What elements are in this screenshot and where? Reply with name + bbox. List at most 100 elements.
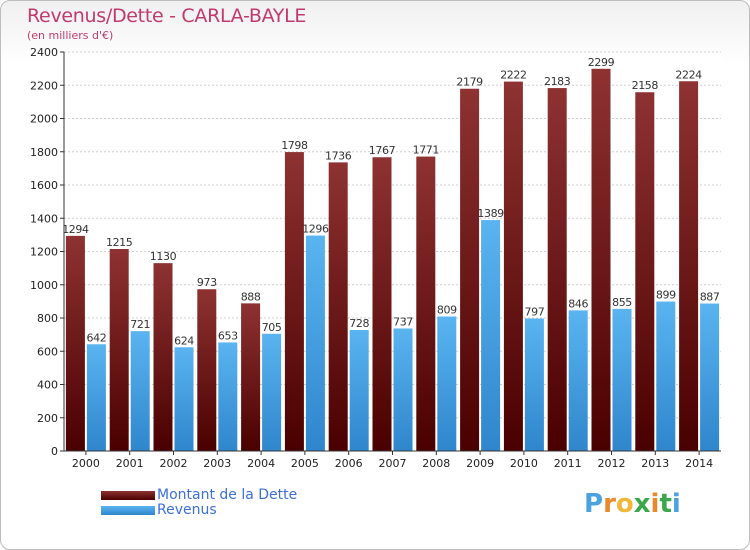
bar-revenue	[437, 316, 457, 451]
data-label-debt: 1130	[150, 250, 177, 263]
y-tick-label: 2400	[30, 46, 58, 59]
bar-revenue	[568, 310, 588, 451]
x-tick-label: 2012	[598, 457, 626, 470]
data-label-revenue: 809	[437, 304, 457, 317]
data-label-revenue: 887	[700, 291, 720, 304]
x-tick-label: 2000	[72, 457, 100, 470]
x-tick-label: 2005	[291, 457, 319, 470]
logo-letter: x	[633, 489, 651, 519]
data-label-debt: 2224	[675, 68, 702, 81]
data-label-revenue: 846	[568, 297, 588, 310]
logo-letter: i	[650, 489, 660, 519]
data-label-debt: 2179	[456, 76, 483, 89]
data-label-debt: 1771	[413, 144, 439, 157]
y-tick-label: 1200	[30, 246, 58, 259]
x-tick-label: 2003	[203, 457, 231, 470]
logo-letter: o	[615, 489, 634, 519]
legend-swatch-revenue	[101, 505, 155, 515]
x-tick-label: 2001	[116, 457, 144, 470]
x-tick-label: 2002	[160, 457, 188, 470]
bar-revenue	[305, 235, 325, 451]
legend-label-debt: Montant de la Dette	[157, 487, 298, 503]
data-label-debt: 2158	[632, 79, 659, 92]
bar-debt	[503, 81, 523, 451]
y-tick-label: 1400	[30, 212, 58, 225]
legend-swatch-debt	[101, 490, 155, 500]
y-tick-label: 2200	[30, 79, 58, 92]
legend-label-revenue: Revenus	[157, 502, 217, 518]
legend-item-revenue: Revenus	[101, 502, 217, 518]
data-label-revenue: 642	[87, 331, 107, 344]
legend-item-debt: Montant de la Dette	[101, 487, 297, 503]
bar-debt	[153, 263, 173, 451]
y-tick-label: 1600	[30, 179, 58, 192]
bar-revenue	[262, 333, 282, 451]
data-label-debt: 1798	[281, 139, 308, 152]
bar-debt	[241, 303, 261, 451]
y-tick-label: 0	[51, 445, 58, 458]
bar-debt	[635, 92, 655, 452]
data-label-debt: 2222	[500, 69, 526, 82]
x-tick-label: 2004	[247, 457, 275, 470]
bar-revenue	[174, 347, 194, 451]
proxiti-logo: Proxiti	[584, 489, 681, 519]
data-label-revenue: 1296	[302, 223, 329, 236]
y-tick-label: 1800	[30, 146, 58, 159]
bar-debt	[416, 156, 436, 452]
bar-debt	[679, 81, 699, 451]
data-label-debt: 2299	[588, 56, 615, 69]
bar-debt	[197, 289, 217, 451]
bar-revenue	[700, 303, 720, 451]
data-label-debt: 1767	[369, 144, 396, 157]
data-label-revenue: 721	[130, 318, 150, 331]
data-label-revenue: 728	[349, 317, 369, 330]
bar-debt	[547, 88, 567, 452]
x-tick-label: 2007	[379, 457, 407, 470]
data-label-debt: 1294	[62, 223, 89, 236]
x-tick-label: 2013	[641, 457, 669, 470]
data-label-revenue: 1389	[477, 207, 504, 220]
bar-debt	[591, 68, 611, 451]
data-label-debt: 1215	[106, 236, 133, 249]
data-label-revenue: 653	[218, 329, 238, 342]
bar-revenue	[612, 308, 632, 451]
chart-subtitle: (en milliers d'€)	[27, 29, 114, 42]
bar-revenue	[481, 220, 501, 451]
data-label-debt: 973	[197, 276, 217, 289]
data-label-revenue: 855	[612, 296, 632, 309]
data-label-debt: 2183	[544, 75, 571, 88]
y-tick-label: 1000	[30, 279, 58, 292]
logo-letter: r	[603, 489, 616, 519]
bar-debt	[65, 235, 85, 451]
x-tick-label: 2010	[510, 457, 538, 470]
bar-revenue	[656, 301, 676, 451]
data-label-revenue: 737	[393, 315, 413, 328]
x-tick-label: 2011	[554, 457, 582, 470]
x-tick-label: 2006	[335, 457, 363, 470]
y-tick-label: 400	[37, 379, 58, 392]
data-label-debt: 1736	[325, 149, 352, 162]
bar-revenue	[86, 344, 106, 451]
bar-revenue	[218, 342, 238, 451]
x-tick-label: 2009	[466, 457, 494, 470]
data-label-revenue: 899	[656, 289, 676, 302]
bar-revenue	[393, 328, 413, 451]
chart-title: Revenus/Dette - CARLA-BAYLE	[27, 5, 307, 27]
bar-revenue	[524, 318, 544, 451]
bar-debt	[284, 152, 304, 451]
logo-letter: i	[671, 489, 681, 519]
bar-revenue	[130, 331, 150, 451]
logo-letter: P	[584, 489, 604, 519]
data-label-revenue: 705	[262, 321, 282, 334]
y-tick-label: 200	[37, 412, 58, 425]
data-label-debt: 888	[241, 290, 261, 303]
x-tick-label: 2014	[685, 457, 713, 470]
y-tick-label: 2000	[30, 113, 58, 126]
y-tick-label: 800	[37, 312, 58, 325]
x-tick-label: 2008	[422, 457, 450, 470]
data-label-revenue: 797	[525, 305, 545, 318]
logo-letter: t	[659, 489, 672, 519]
data-label-revenue: 624	[174, 334, 194, 347]
bar-debt	[328, 162, 348, 451]
bar-debt	[372, 157, 392, 451]
